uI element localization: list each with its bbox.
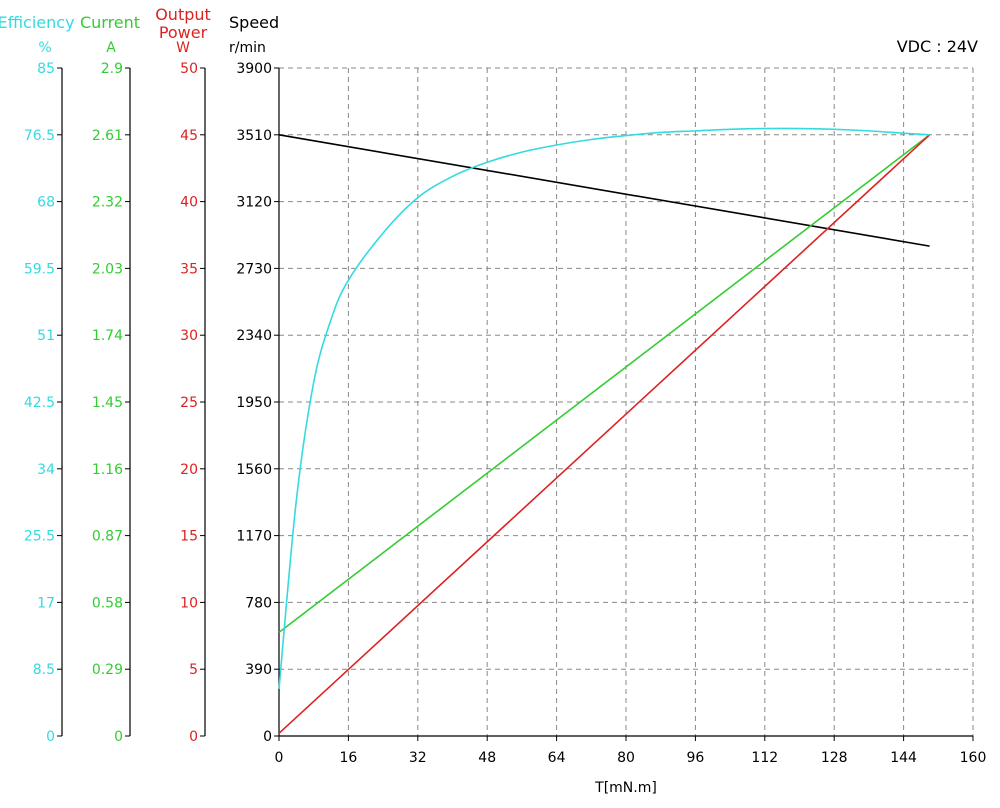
x-tick-label: 48	[478, 750, 496, 766]
speed-tick-label: 0	[263, 729, 272, 745]
power-tick-label: 20	[180, 462, 198, 478]
x-tick-label: 160	[960, 750, 987, 766]
current-tick-label: 2.32	[92, 195, 123, 211]
current-axis-label: Current	[80, 13, 140, 32]
x-tick-label: 16	[339, 750, 357, 766]
speed-tick-label: 3120	[236, 195, 272, 211]
power-tick-label: 35	[180, 261, 198, 277]
speed-tick-label: 390	[245, 662, 272, 678]
power-axis-unit: W	[176, 40, 190, 56]
power-tick-label: 45	[180, 128, 198, 144]
power-tick-label: 10	[180, 595, 198, 611]
efficiency-tick-label: 0	[46, 729, 55, 745]
efficiency-tick-label: 42.5	[24, 395, 55, 411]
power-tick-label: 40	[180, 195, 198, 211]
grid	[279, 67, 974, 736]
power-tick-label: 50	[180, 61, 198, 77]
voltage-annotation: VDC : 24V	[897, 37, 978, 56]
power-series-line	[278, 134, 931, 734]
speed-tick-label: 1560	[236, 462, 272, 478]
current-tick-label: 2.61	[92, 128, 123, 144]
efficiency-tick-label: 51	[37, 328, 55, 344]
speed-axis-label: Speed	[229, 13, 279, 32]
speed-axis-unit: r/min	[229, 40, 266, 56]
x-tick-label: 112	[751, 750, 778, 766]
x-tick-label: 0	[275, 750, 284, 766]
speed-tick-label: 1950	[236, 395, 272, 411]
speed-series-line	[278, 134, 930, 247]
speed-tick-label: 1170	[236, 529, 272, 545]
axes: 0 16 32 48 64 80 96 112 128 144 160 0 8.5 17 25.5 34 42.…	[24, 61, 987, 766]
x-tick-label: 80	[617, 750, 635, 766]
power-tick-label: 0	[189, 729, 198, 745]
efficiency-tick-label: 59.5	[24, 261, 55, 277]
x-tick-label: 64	[548, 750, 566, 766]
power-tick-label: 25	[180, 395, 198, 411]
current-tick-label: 1.74	[92, 328, 123, 344]
current-tick-label: 1.16	[92, 462, 123, 478]
power-axis-label-line2: Power	[159, 23, 208, 42]
current-axis-unit: A	[106, 40, 116, 56]
speed-tick-label: 780	[245, 595, 272, 611]
x-tick-label: 144	[890, 750, 917, 766]
efficiency-tick-label: 17	[37, 595, 55, 611]
power-tick-label: 30	[180, 328, 198, 344]
x-tick-label: 128	[821, 750, 848, 766]
efficiency-tick-label: 76.5	[24, 128, 55, 144]
efficiency-axis-label: Efficiency	[0, 13, 75, 32]
power-axis-label-line1: Output	[155, 5, 211, 24]
current-tick-label: 0.58	[92, 595, 123, 611]
current-tick-label: 0.87	[92, 529, 123, 545]
current-tick-label: 0.29	[92, 662, 123, 678]
efficiency-tick-label: 85	[37, 61, 55, 77]
speed-tick-label: 3900	[236, 61, 272, 77]
speed-tick-label: 3510	[236, 128, 272, 144]
efficiency-tick-label: 34	[37, 462, 55, 478]
current-tick-label: 2.03	[92, 261, 123, 277]
x-tick-label: 32	[409, 750, 427, 766]
x-axis-label: T[mN.m]	[594, 780, 657, 796]
speed-tick-label: 2340	[236, 328, 272, 344]
efficiency-axis-unit: %	[38, 40, 51, 56]
efficiency-tick-label: 68	[37, 195, 55, 211]
current-tick-label: 1.45	[92, 395, 123, 411]
efficiency-tick-label: 25.5	[24, 529, 55, 545]
x-tick-label: 96	[686, 750, 704, 766]
efficiency-tick-label: 8.5	[33, 662, 55, 678]
current-tick-label: 2.9	[101, 61, 123, 77]
current-tick-label: 0	[114, 729, 123, 745]
series	[278, 127, 931, 734]
current-series-line	[278, 134, 931, 633]
power-tick-label: 15	[180, 529, 198, 545]
efficiency-series-line	[278, 127, 930, 689]
speed-tick-label: 2730	[236, 261, 272, 277]
power-tick-label: 5	[189, 662, 198, 678]
